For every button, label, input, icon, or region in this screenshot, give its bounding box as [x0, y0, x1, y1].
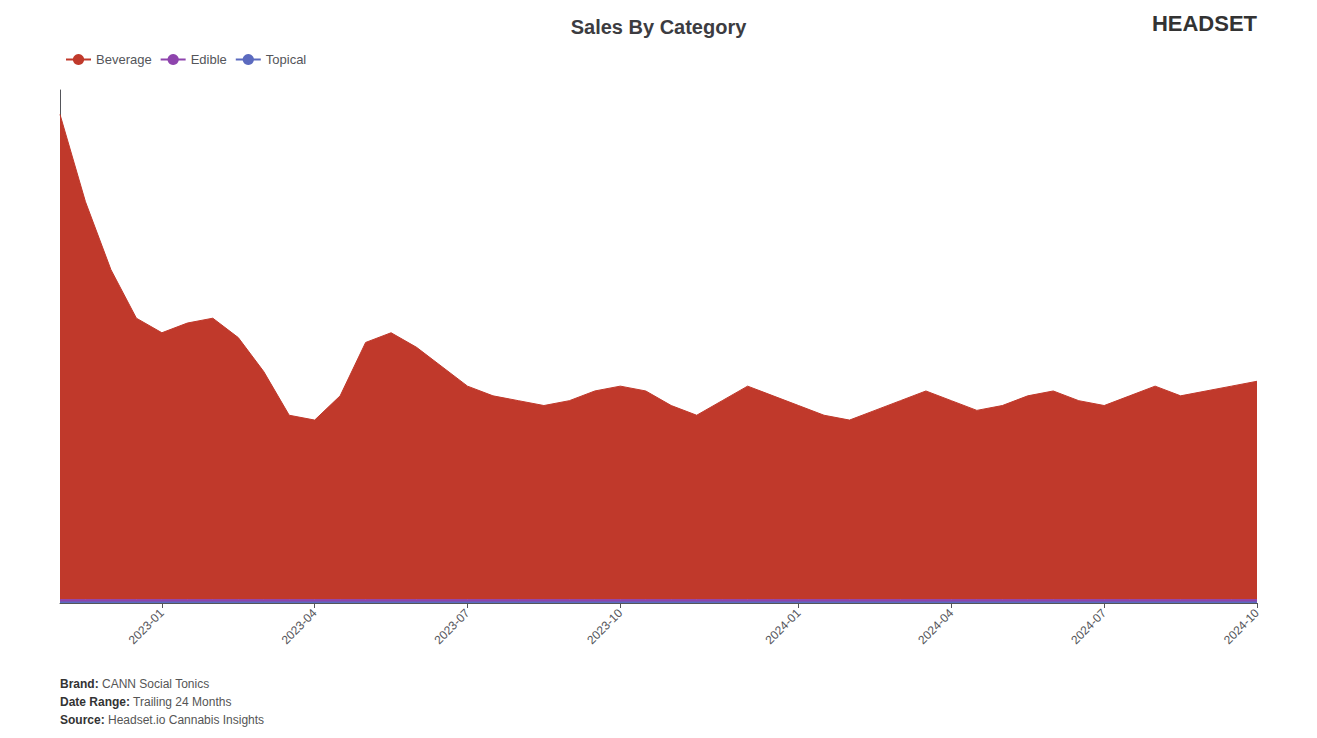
svg-text:2023-07: 2023-07 [431, 606, 472, 647]
svg-text:CANN Social Tonics: CANN Social Tonics [99, 677, 209, 691]
svg-text:Brand:: Brand: [60, 677, 99, 691]
svg-text:2024-01: 2024-01 [763, 606, 804, 647]
svg-text:Headset.io Cannabis Insights: Headset.io Cannabis Insights [105, 713, 264, 727]
svg-text:2023-01: 2023-01 [126, 606, 167, 647]
svg-text:Source:: Source: [60, 713, 105, 727]
svg-text:2024-10: 2024-10 [1221, 606, 1262, 647]
svg-text:2024-04: 2024-04 [915, 606, 956, 647]
svg-text:HEADSET: HEADSET [1152, 11, 1258, 36]
svg-text:2023-10: 2023-10 [584, 606, 625, 647]
svg-text:Beverage: Beverage [96, 52, 152, 67]
svg-text:Topical: Topical [266, 52, 307, 67]
svg-text:2024-07: 2024-07 [1068, 606, 1109, 647]
svg-text:2023-04: 2023-04 [279, 606, 320, 647]
svg-text:Trailing 24 Months: Trailing 24 Months [130, 695, 231, 709]
svg-text:Sales By Category: Sales By Category [571, 16, 748, 38]
svg-text:Date Range:: Date Range: [60, 695, 130, 709]
svg-text:Edible: Edible [191, 52, 227, 67]
